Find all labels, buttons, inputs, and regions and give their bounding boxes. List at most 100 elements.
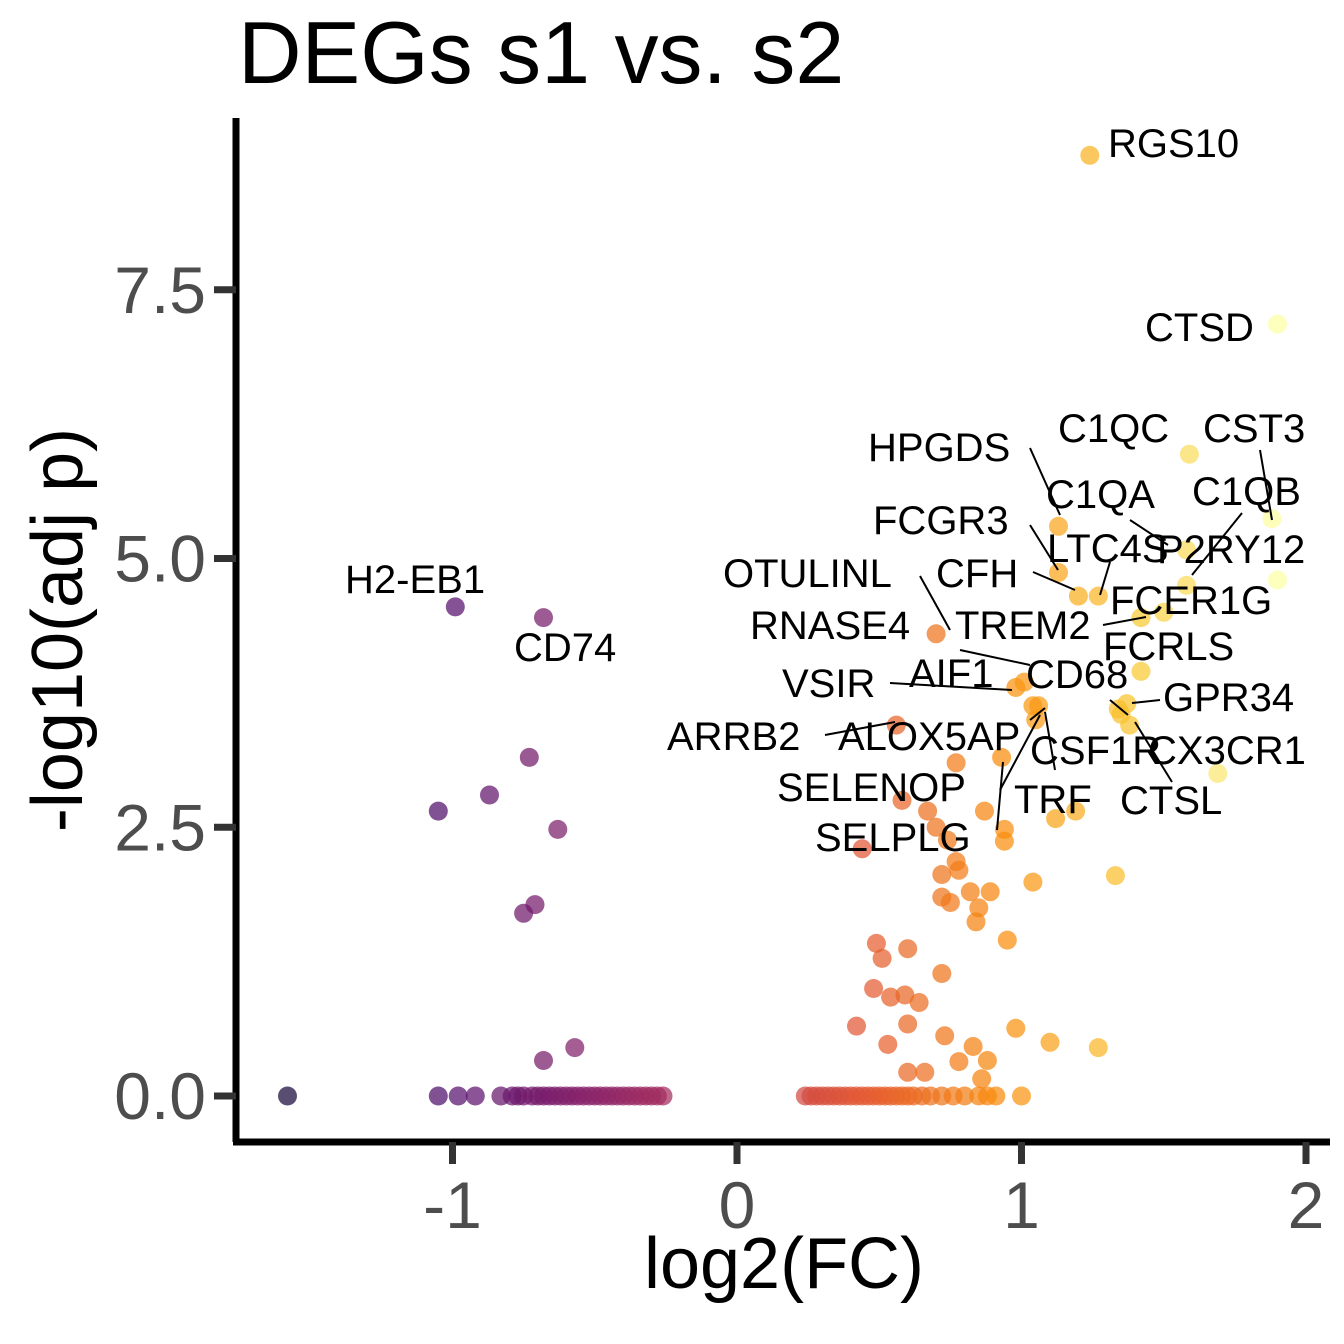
gene-label: LTC4S xyxy=(1047,527,1169,571)
gene-label: RGS10 xyxy=(1108,122,1239,166)
x-tick-label: 2 xyxy=(1288,1168,1325,1242)
leader-line xyxy=(1044,711,1056,771)
data-point xyxy=(926,817,946,837)
data-point xyxy=(960,882,980,902)
data-point xyxy=(892,790,912,810)
data-point xyxy=(881,987,901,1007)
y-tick-label: 7.5 xyxy=(114,253,206,327)
data-point xyxy=(565,1038,585,1058)
gene-label: H2-EB1 xyxy=(345,558,485,602)
data-point xyxy=(1006,1018,1026,1038)
data-point xyxy=(1088,586,1108,606)
data-point xyxy=(1105,866,1125,886)
chart-title: DEGs s1 vs. s2 xyxy=(238,3,844,102)
data-point xyxy=(448,1086,468,1106)
gene-labels: RGS10 CTSD C1QC CST3 HPGDS C1QA C1QB FCGR3 LTC4S… xyxy=(345,122,1306,860)
data-point xyxy=(445,597,465,617)
data-point xyxy=(1049,563,1068,582)
gene-label: CSF1R xyxy=(1030,729,1161,773)
data-point xyxy=(1108,699,1128,719)
leader-line xyxy=(999,714,1041,791)
data-point xyxy=(428,1086,448,1106)
data-point xyxy=(1131,661,1151,681)
data-point xyxy=(955,1086,975,1106)
data-point xyxy=(915,1062,935,1082)
x-tick-label: 1 xyxy=(1003,1168,1040,1242)
data-point xyxy=(653,1086,673,1106)
x-axis-title: log2(FC) xyxy=(644,1224,924,1304)
data-point xyxy=(534,608,553,628)
data-point xyxy=(1154,602,1174,622)
x-tick-label: -1 xyxy=(423,1168,482,1242)
gene-label: C1QA xyxy=(1046,473,1155,517)
x-tick-label: 0 xyxy=(719,1168,756,1242)
data-point xyxy=(949,860,969,880)
axis-ticks: -1 0 1 2 0.0 2.5 5.0 7.5 xyxy=(114,253,1324,1242)
data-point xyxy=(1012,1086,1031,1106)
data-point xyxy=(997,930,1017,950)
data-point xyxy=(465,1086,485,1106)
data-point xyxy=(878,1034,898,1054)
data-point xyxy=(1080,145,1100,165)
gene-label: CTSL xyxy=(1120,779,1222,823)
leader-line xyxy=(1134,721,1173,783)
data-point xyxy=(866,933,886,953)
data-point xyxy=(918,801,938,821)
leader-line xyxy=(919,575,951,631)
gene-label: GPR34 xyxy=(1163,676,1294,720)
data-point xyxy=(1066,801,1086,821)
leader-line xyxy=(1032,571,1076,591)
data-point xyxy=(926,624,946,644)
y-tick-label: 2.5 xyxy=(114,790,206,864)
leader-line xyxy=(959,649,1031,666)
data-point xyxy=(1046,809,1066,829)
data-point xyxy=(534,1051,553,1070)
data-point xyxy=(895,985,915,1005)
gene-label: FCGR3 xyxy=(873,499,1009,543)
gene-label: CX3CR1 xyxy=(1148,729,1306,773)
gene-label: TREM2 xyxy=(955,604,1091,648)
gene-label: C1QC xyxy=(1058,407,1169,451)
leader-line xyxy=(889,682,1013,691)
data-point xyxy=(872,948,892,968)
leader-line xyxy=(824,721,896,736)
data-point xyxy=(864,979,884,998)
leader-line xyxy=(1129,519,1169,546)
data-point xyxy=(992,747,1012,767)
gene-label: AIF1 xyxy=(909,652,993,696)
y-tick-label: 0.0 xyxy=(114,1059,206,1133)
data-point xyxy=(898,939,918,959)
data-point xyxy=(980,882,1000,902)
data-point xyxy=(940,893,960,912)
data-point xyxy=(935,1026,955,1046)
gene-label: ALOX5AP xyxy=(838,715,1020,759)
y-axis-title: -log10(adj p) xyxy=(18,428,98,832)
leader-line xyxy=(1102,616,1147,626)
gene-label: ARRB2 xyxy=(667,715,800,759)
data-point xyxy=(852,839,872,859)
gene-label: CFH xyxy=(936,552,1018,596)
data-point xyxy=(1014,672,1034,692)
data-point xyxy=(963,1037,983,1056)
gene-label: FCER1G xyxy=(1110,579,1272,623)
data-point xyxy=(938,830,957,850)
data-point xyxy=(1026,710,1046,730)
leader-line xyxy=(1099,561,1111,596)
leader-line xyxy=(1029,447,1061,516)
gene-label: CTSD xyxy=(1145,306,1254,350)
data-point xyxy=(898,1014,918,1034)
data-point xyxy=(909,993,929,1012)
gene-label: FCRLS xyxy=(1103,625,1234,669)
data-point xyxy=(480,785,499,805)
gene-label: RNASE4 xyxy=(750,604,910,648)
leader-line xyxy=(1029,524,1059,571)
data-point xyxy=(1049,516,1068,536)
gene-label: OTULINL xyxy=(723,552,892,596)
points-layer xyxy=(278,145,1287,1106)
data-point xyxy=(994,831,1014,851)
data-point xyxy=(1120,715,1140,735)
leader-line xyxy=(1191,512,1243,576)
data-point xyxy=(946,753,966,773)
data-point xyxy=(1068,586,1088,606)
gene-label: SELENOP xyxy=(777,766,966,810)
